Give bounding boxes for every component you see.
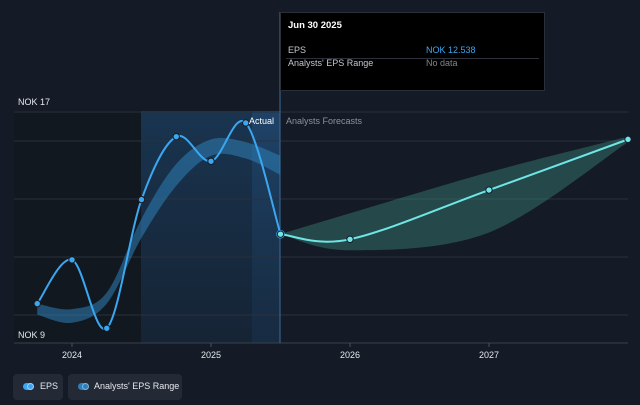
eps-legend-icon (23, 383, 34, 390)
past-shade (14, 111, 141, 343)
tooltip-separator (286, 58, 539, 59)
tooltip-eps-value: NOK 12.538 (426, 45, 476, 55)
data-point-1-0 (276, 230, 285, 238)
tooltip-range-label: Analysts' EPS Range (288, 58, 374, 68)
tooltip-date: Jun 30 2025 (288, 20, 342, 31)
tooltip-eps-label: EPS (288, 45, 307, 55)
legend-item-eps[interactable]: EPS (13, 374, 63, 400)
x-tick-label-1: 2025 (201, 350, 221, 360)
data-point-0-0 (33, 299, 41, 308)
data-point-0-2 (103, 324, 111, 332)
range-area-1 (280, 136, 628, 251)
x-axis-ticks: 2024 2025 2026 2027 (62, 343, 499, 360)
data-point-0-6 (242, 119, 250, 127)
y-label-top: NOK 17 (18, 97, 50, 107)
data-point-1-1 (346, 235, 354, 243)
tooltip: Jun 30 2025 EPS NOK 12.538 Analysts' EPS… (280, 12, 545, 91)
x-tick-label-3: 2027 (479, 350, 499, 360)
legend-label-eps: EPS (40, 381, 59, 391)
y-label-bottom: NOK 9 (18, 330, 45, 340)
data-point-0-3 (137, 195, 146, 204)
range-legend-icon (78, 383, 89, 390)
forecast-label: Analysts Forecasts (286, 116, 363, 126)
tooltip-row-range: Analysts' EPS Range No data (281, 58, 546, 71)
data-point-0-5 (207, 157, 215, 165)
data-point-0-1 (68, 256, 76, 264)
tooltip-range-value: No data (426, 58, 458, 68)
tooltip-row-eps: EPS NOK 12.538 (281, 45, 546, 58)
legend-item-range[interactable]: Analysts' EPS Range (68, 374, 182, 400)
gridlines (14, 111, 628, 344)
series-line-1 (280, 138, 629, 243)
range-area-0 (37, 137, 281, 324)
legend-label-range: Analysts' EPS Range (94, 381, 180, 391)
series-points (33, 119, 632, 332)
data-point-1-2 (485, 186, 493, 194)
x-tick-label-2: 2026 (340, 350, 360, 360)
range-areas (37, 136, 628, 324)
data-point-1-3 (624, 135, 632, 144)
x-tick-label-0: 2024 (62, 350, 82, 360)
data-point-0-4 (172, 132, 180, 141)
actual-label: Actual (249, 116, 274, 126)
